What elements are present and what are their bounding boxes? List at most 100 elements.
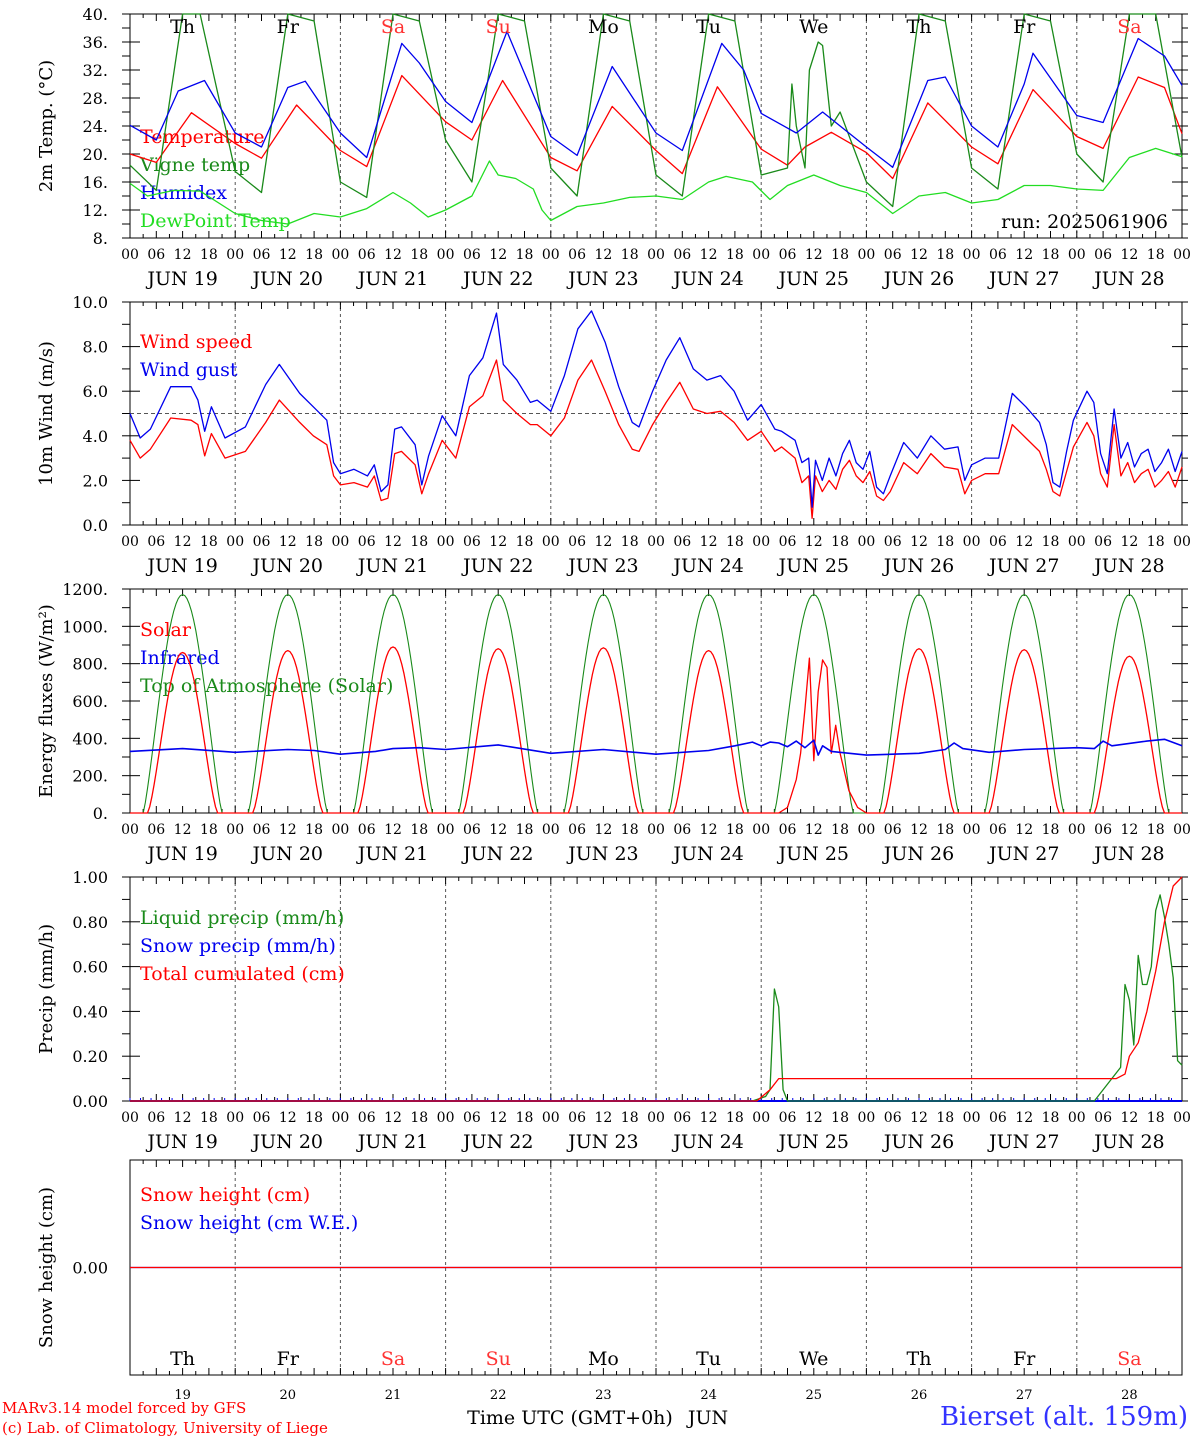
panel4-hour-label: 00: [542, 1110, 560, 1126]
panel3-y-tick-label: 0.: [93, 804, 108, 823]
panel1-hour-label: 18: [516, 247, 534, 263]
day-number-bottom: 21: [385, 1388, 402, 1403]
panel3-hour-label: 00: [542, 822, 560, 838]
day-name-top: Fr: [1013, 16, 1036, 38]
panel2-hour-label: 18: [305, 534, 323, 550]
panel4-hour-label: 18: [516, 1110, 534, 1126]
panel2-hour-label: 00: [121, 534, 139, 550]
day-name-top: We: [799, 16, 828, 38]
panel2-series-wind-gust: [129, 310, 1183, 508]
panel3-hour-label: 00: [647, 822, 665, 838]
panel3-hour-label: 18: [305, 822, 323, 838]
panel4-series-total-cumulated-cm: [130, 876, 1183, 1102]
panel1-date-label: JUN 25: [777, 268, 849, 290]
panel1-y-tick-label: 16.: [83, 173, 108, 192]
panel4-hour-label: 18: [410, 1110, 428, 1126]
panel2-hour-label: 06: [1094, 534, 1112, 550]
panel3-hour-label: 00: [1068, 822, 1086, 838]
panel3-y-tick-label: 400.: [72, 729, 108, 748]
panel1-hour-label: 18: [200, 247, 218, 263]
panel4-legend-liquid-precip-mm-h: Liquid precip (mm/h): [140, 907, 344, 929]
panel2-y-tick-label: 4.0: [83, 427, 108, 446]
panel1-hour-label: 00: [1068, 247, 1086, 263]
panel2-date-label: JUN 28: [1092, 555, 1164, 577]
panel3-hour-label: 00: [857, 822, 875, 838]
panel2-hour-label: 06: [673, 534, 691, 550]
panel4-hour-label: 00: [1173, 1110, 1191, 1126]
panel1-legend-temperature: Temperature: [140, 126, 264, 148]
panel1-hour-label: 12: [700, 247, 718, 263]
panel1-hour-label: 00: [437, 247, 455, 263]
panel4-hour-label: 06: [147, 1110, 165, 1126]
panel1-hour-label: 00: [857, 247, 875, 263]
panel3-date-label: JUN 19: [145, 843, 217, 865]
panel4-hour-label: 18: [831, 1110, 849, 1126]
panel3-hour-label: 06: [358, 822, 376, 838]
panel3-date-label: JUN 27: [987, 843, 1059, 865]
panel3-hour-label: 12: [489, 822, 507, 838]
panel3-hour-label: 12: [174, 822, 192, 838]
panel4-hour-label: 12: [1015, 1110, 1033, 1126]
panel2-hour-label: 06: [463, 534, 481, 550]
panel4-legend-total-cumulated-cm: Total cumulated (cm): [140, 963, 345, 985]
panel1-hour-label: 18: [1042, 247, 1060, 263]
x-axis-month: JUN: [686, 1407, 728, 1429]
panel4-hour-label: 12: [174, 1110, 192, 1126]
day-name-top: Sa: [1117, 16, 1141, 38]
panel1-hour-label: 12: [174, 247, 192, 263]
panel4-hour-label: 00: [963, 1110, 981, 1126]
panel2-y-tick-label: 2.0: [83, 471, 108, 490]
panel1-hour-label: 06: [779, 247, 797, 263]
panel2-hour-label: 18: [516, 534, 534, 550]
panel2-hour-label: 00: [752, 534, 770, 550]
panel4-date-label: JUN 19: [145, 1131, 217, 1153]
panel1-series-dewpoint-temp: [129, 147, 1183, 225]
panel2-hour-label: 12: [594, 534, 612, 550]
panel1-y-tick-label: 24.: [83, 117, 108, 136]
day-name-top: Mo: [588, 16, 619, 38]
panel3-hour-label: 18: [410, 822, 428, 838]
panel2-hour-label: 18: [831, 534, 849, 550]
panel2-hour-label: 06: [358, 534, 376, 550]
panel2-date-label: JUN 20: [251, 555, 323, 577]
panel2-hour-label: 12: [910, 534, 928, 550]
panel1-date-label: JUN 21: [356, 268, 428, 290]
panel4-hour-label: 18: [1042, 1110, 1060, 1126]
panel4-y-tick-label: 1.00: [72, 868, 108, 887]
panel3-hour-label: 06: [253, 822, 271, 838]
panel3-date-label: JUN 24: [671, 843, 743, 865]
panel1-hour-label: 06: [884, 247, 902, 263]
panel3-hour-label: 18: [1147, 822, 1165, 838]
panel3-date-label: JUN 22: [461, 843, 533, 865]
x-axis-label: Time UTC (GMT+0h): [467, 1407, 673, 1429]
panel1-hour-label: 06: [989, 247, 1007, 263]
panel4-hour-label: 12: [700, 1110, 718, 1126]
panel3-series-solar: [130, 646, 1182, 814]
panel1-hour-label: 06: [147, 247, 165, 263]
panel4-y-tick-label: 0.20: [72, 1047, 108, 1066]
panel2-hour-label: 12: [174, 534, 192, 550]
panel3-hour-label: 12: [384, 822, 402, 838]
panel4-hour-label: 06: [568, 1110, 586, 1126]
panel2-hour-label: 12: [489, 534, 507, 550]
panel3-date-label: JUN 25: [777, 843, 849, 865]
panel4-hour-label: 12: [489, 1110, 507, 1126]
panel3-legend-infrared: Infrared: [140, 647, 220, 669]
panel4-hour-label: 06: [463, 1110, 481, 1126]
panel1-frame: [129, 13, 1183, 239]
day-name-bottom: Su: [486, 1348, 511, 1370]
panel1-y-axis-label: 2m Temp. (°C): [36, 60, 57, 192]
panel1-hour-label: 00: [752, 247, 770, 263]
day-number-bottom: 26: [911, 1388, 928, 1403]
panel1-date-label: JUN 24: [671, 268, 743, 290]
day-name-top: Fr: [277, 16, 300, 38]
panel4-date-label: JUN 22: [461, 1131, 533, 1153]
panel1-y-tick-label: 40.: [83, 5, 108, 24]
panel3-hour-label: 06: [1094, 822, 1112, 838]
panel4-y-tick-label: 0.60: [72, 958, 108, 977]
panel3-hour-label: 06: [568, 822, 586, 838]
panel2-y-tick-label: 6.0: [83, 382, 108, 401]
panel4-hour-label: 12: [805, 1110, 823, 1126]
panel3-hour-label: 00: [437, 822, 455, 838]
day-name-top: Su: [486, 16, 511, 38]
